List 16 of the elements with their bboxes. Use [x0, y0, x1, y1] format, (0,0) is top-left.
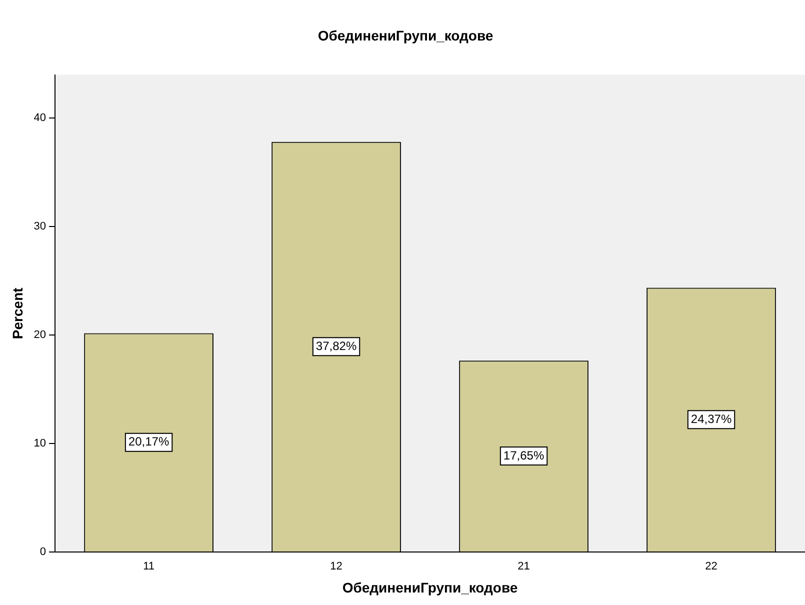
y-tick-label: 30: [34, 220, 46, 233]
data-label: 20,17%: [128, 434, 170, 449]
y-tick-label: 20: [34, 329, 46, 342]
y-axis-title: Percent: [9, 287, 26, 340]
x-tick-label: 11: [143, 560, 154, 573]
data-label: 17,65%: [503, 448, 544, 462]
x-tick-label: 21: [518, 560, 530, 573]
y-tick-label: 40: [34, 112, 46, 124]
data-label: 24,37%: [690, 412, 732, 426]
x-axis-title: ОбединениГрупи_кодове: [342, 579, 518, 596]
x-tick-label: 22: [705, 560, 718, 573]
data-label: 37,82%: [316, 338, 357, 353]
y-tick-label: 0: [40, 546, 46, 558]
x-tick-label: 12: [330, 560, 342, 573]
y-tick-label: 10: [34, 438, 46, 450]
chart-title: ОбединениГрупи_кодове: [318, 27, 494, 44]
